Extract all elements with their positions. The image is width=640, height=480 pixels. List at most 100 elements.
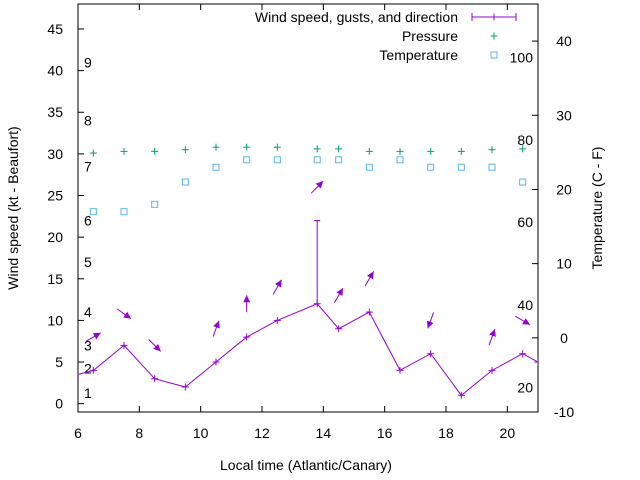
temperature-point <box>273 156 281 164</box>
y2-tick-label: 40 <box>556 33 572 49</box>
wind-point <box>212 358 220 366</box>
beaufort-label: 7 <box>84 158 92 174</box>
beaufort-label: 8 <box>84 113 92 129</box>
y2-tick-label: -10 <box>554 404 574 420</box>
legend-key-temperature <box>490 51 498 59</box>
pressure-point <box>313 145 321 153</box>
wind-point <box>151 375 159 383</box>
legend-label-temperature: Temperature <box>379 47 458 63</box>
wind-point <box>89 366 97 374</box>
y1-tick-label: 15 <box>47 271 63 287</box>
legend-label-pressure: Pressure <box>402 28 458 44</box>
beaufort-label: 6 <box>84 212 92 228</box>
wind-point <box>396 366 404 374</box>
pressure-point <box>396 147 404 155</box>
y1-tick-label: 30 <box>47 146 63 162</box>
y1-tick-label: 25 <box>47 188 63 204</box>
fahrenheit-label: 100 <box>510 49 534 65</box>
fahrenheit-labels: 20 40 60 80 100 <box>510 49 534 395</box>
wind-direction-arrow <box>426 312 435 329</box>
legend-marker-pressure <box>490 32 498 40</box>
temperature-point <box>488 163 496 171</box>
beaufort-label: 4 <box>84 304 92 320</box>
y1-tick-label: 20 <box>47 229 63 245</box>
beaufort-labels: 1 2 3 4 5 6 7 8 9 <box>84 54 92 401</box>
wind-direction-arrow <box>272 279 283 295</box>
wind-line <box>78 303 538 397</box>
temperature-point <box>89 208 97 216</box>
legend-key-wind <box>471 13 517 21</box>
pressure-point <box>335 145 343 153</box>
x-tick-label: 10 <box>193 425 209 441</box>
beaufort-label: 2 <box>84 361 92 377</box>
wind-point <box>273 316 281 324</box>
fahrenheit-label: 40 <box>517 297 533 313</box>
y1-axis-ticks: 0 5 10 15 20 25 30 35 40 45 <box>47 21 84 412</box>
x-tick-label: 14 <box>316 425 332 441</box>
beaufort-label: 5 <box>84 254 92 270</box>
y1-tick-label: 0 <box>55 396 63 412</box>
temperature-point <box>181 178 189 186</box>
pressure-point <box>519 145 527 153</box>
wind-direction-arrow <box>515 315 531 326</box>
y2-tick-label: 10 <box>556 256 572 272</box>
x-tick-label: 8 <box>135 425 143 441</box>
pressure-point <box>89 149 97 157</box>
wind-direction-arrow <box>333 287 344 304</box>
fahrenheit-label: 80 <box>517 132 533 148</box>
x-tick-label: 18 <box>438 425 454 441</box>
x-tick-label: 12 <box>254 425 270 441</box>
temperature-point <box>313 156 321 164</box>
x-axis-ticks: 6 8 10 12 14 16 18 20 <box>74 4 515 441</box>
pressure-point <box>120 147 128 155</box>
wind-point <box>120 341 128 349</box>
pressure-point <box>365 147 373 155</box>
legend-label-wind: Wind speed, gusts, and direction <box>255 9 458 25</box>
wind-series <box>78 180 538 399</box>
wind-direction-arrow <box>488 328 496 346</box>
plot-frame <box>77 3 539 413</box>
pressure-point <box>273 143 281 151</box>
y2-tick-label: 30 <box>556 107 572 123</box>
pressure-point <box>457 147 465 155</box>
wind-direction-arrow <box>310 180 324 194</box>
legend: Wind speed, gusts, and direction Pressur… <box>255 9 517 63</box>
temperature-point <box>335 156 343 164</box>
wind-point <box>181 383 189 391</box>
y1-tick-label: 10 <box>47 312 63 328</box>
y2-tick-label: 0 <box>560 330 568 346</box>
y1-tick-label: 45 <box>47 21 63 37</box>
temperature-point <box>365 163 373 171</box>
y2-axis-label: Temperature (C - F) <box>589 147 605 270</box>
temperature-point <box>151 200 159 208</box>
temperature-point <box>427 163 435 171</box>
temperature-point <box>120 208 128 216</box>
temperature-point <box>212 163 220 171</box>
wind-point <box>335 325 343 333</box>
pressure-point <box>243 143 251 151</box>
series-layer <box>78 143 538 399</box>
beaufort-label: 3 <box>84 337 92 353</box>
beaufort-label: 9 <box>84 54 92 70</box>
fahrenheit-label: 20 <box>517 380 533 396</box>
legend-key-pressure <box>490 32 498 40</box>
y1-tick-label: 35 <box>47 104 63 120</box>
wind-direction-arrow <box>116 308 132 320</box>
x-tick-label: 6 <box>74 425 82 441</box>
gust-bar <box>314 219 321 304</box>
pressure-point <box>488 146 496 154</box>
wind-point <box>519 350 527 358</box>
legend-marker-wind <box>490 13 498 21</box>
beaufort-label: 1 <box>84 385 92 401</box>
y1-tick-label: 40 <box>47 63 63 79</box>
x-tick-label: 16 <box>377 425 393 441</box>
wind-direction-arrow <box>212 320 220 337</box>
y2-tick-label: 20 <box>556 181 572 197</box>
wind-direction-arrow <box>148 339 162 352</box>
wind-direction-arrow <box>364 271 375 287</box>
wind-point <box>457 391 465 399</box>
temperature-point <box>243 156 251 164</box>
pressure-point <box>151 147 159 155</box>
x-tick-label: 20 <box>500 425 516 441</box>
